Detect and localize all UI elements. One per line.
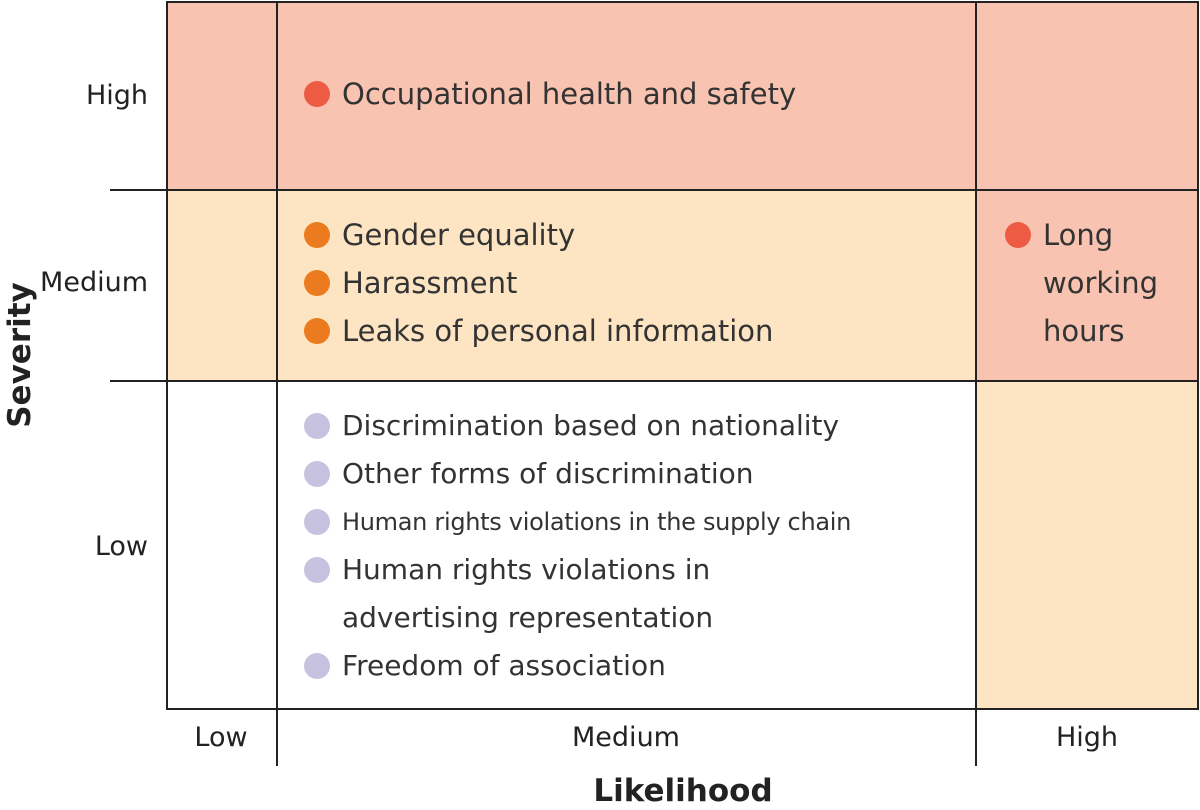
medium-risk-dot-icon (304, 270, 330, 296)
risk-item: Other forms of discrimination (304, 450, 969, 498)
cell-medium-severity-low-likelihood (167, 190, 277, 381)
low-risk-dot-icon (304, 509, 330, 535)
risk-item-label: Discrimination based on nationality (342, 409, 840, 442)
risk-list-low-severity-medium-likelihood: Discrimination based on nationality Othe… (304, 402, 969, 690)
grid-line-medium-high-likelihood (975, 1, 977, 766)
cell-low-severity-high-likelihood (976, 381, 1198, 709)
x-level-medium: Medium (572, 722, 680, 753)
risk-list-high-severity-medium-likelihood: Occupational health and safety (304, 70, 964, 118)
risk-item-label: Human rights violations in the supply ch… (342, 508, 852, 536)
low-risk-dot-icon (304, 557, 330, 583)
low-risk-dot-icon (304, 653, 330, 679)
risk-item-label: Human rights violations in advertising r… (342, 553, 714, 634)
risk-item-label: Occupational health and safety (342, 77, 797, 111)
risk-list-medium-severity-high-likelihood: Long working hours (1005, 211, 1185, 355)
risk-list-medium-severity-medium-likelihood: Gender equality Harassment Leaks of pers… (304, 211, 964, 355)
risk-item: Freedom of association (304, 642, 969, 690)
cell-high-severity-low-likelihood (167, 2, 277, 190)
high-risk-dot-icon (304, 81, 330, 107)
low-risk-dot-icon (304, 413, 330, 439)
y-axis-title: Severity (2, 282, 38, 428)
risk-item: Leaks of personal information (304, 307, 964, 355)
grid-line-medium-low (110, 380, 1199, 382)
risk-item: Discrimination based on nationality (304, 402, 969, 450)
risk-item: Harassment (304, 259, 964, 307)
cell-low-severity-low-likelihood (167, 381, 277, 709)
risk-item-label: Leaks of personal information (342, 314, 774, 348)
x-level-high: High (1055, 722, 1119, 753)
grid-border-bottom (166, 708, 1199, 710)
cell-high-severity-high-likelihood (976, 2, 1198, 190)
risk-item: Long working hours (1005, 211, 1185, 355)
grid-border-left (166, 1, 168, 710)
risk-item-label: Freedom of association (342, 649, 666, 682)
cell-low-severity-medium-likelihood (277, 381, 976, 709)
y-level-medium: Medium (40, 267, 148, 298)
x-level-low: Low (194, 722, 248, 753)
risk-item: Human rights violations in the supply ch… (304, 498, 969, 546)
medium-risk-dot-icon (304, 222, 330, 248)
cell-high-severity-medium-likelihood (277, 2, 976, 190)
risk-item-label: Harassment (342, 266, 518, 300)
medium-risk-dot-icon (304, 318, 330, 344)
low-risk-dot-icon (304, 461, 330, 487)
grid-line-low-medium-likelihood (276, 1, 278, 766)
cell-medium-severity-high-likelihood (976, 190, 1198, 381)
grid-line-high-medium (110, 189, 1199, 191)
cell-medium-severity-medium-likelihood (277, 190, 976, 381)
y-level-high: High (85, 80, 148, 111)
grid-border-top (167, 1, 1199, 3)
y-level-low: Low (94, 531, 148, 562)
x-axis-title: Likelihood (593, 773, 773, 809)
risk-item: Occupational health and safety (304, 70, 964, 118)
high-risk-dot-icon (1005, 222, 1031, 248)
grid-border-right (1197, 1, 1199, 710)
risk-item-label: Other forms of discrimination (342, 457, 754, 490)
risk-item-label: Gender equality (342, 218, 576, 252)
risk-item: Human rights violations in advertising r… (304, 546, 802, 642)
risk-item: Gender equality (304, 211, 964, 259)
risk-item-label: Long working hours (1043, 218, 1159, 348)
